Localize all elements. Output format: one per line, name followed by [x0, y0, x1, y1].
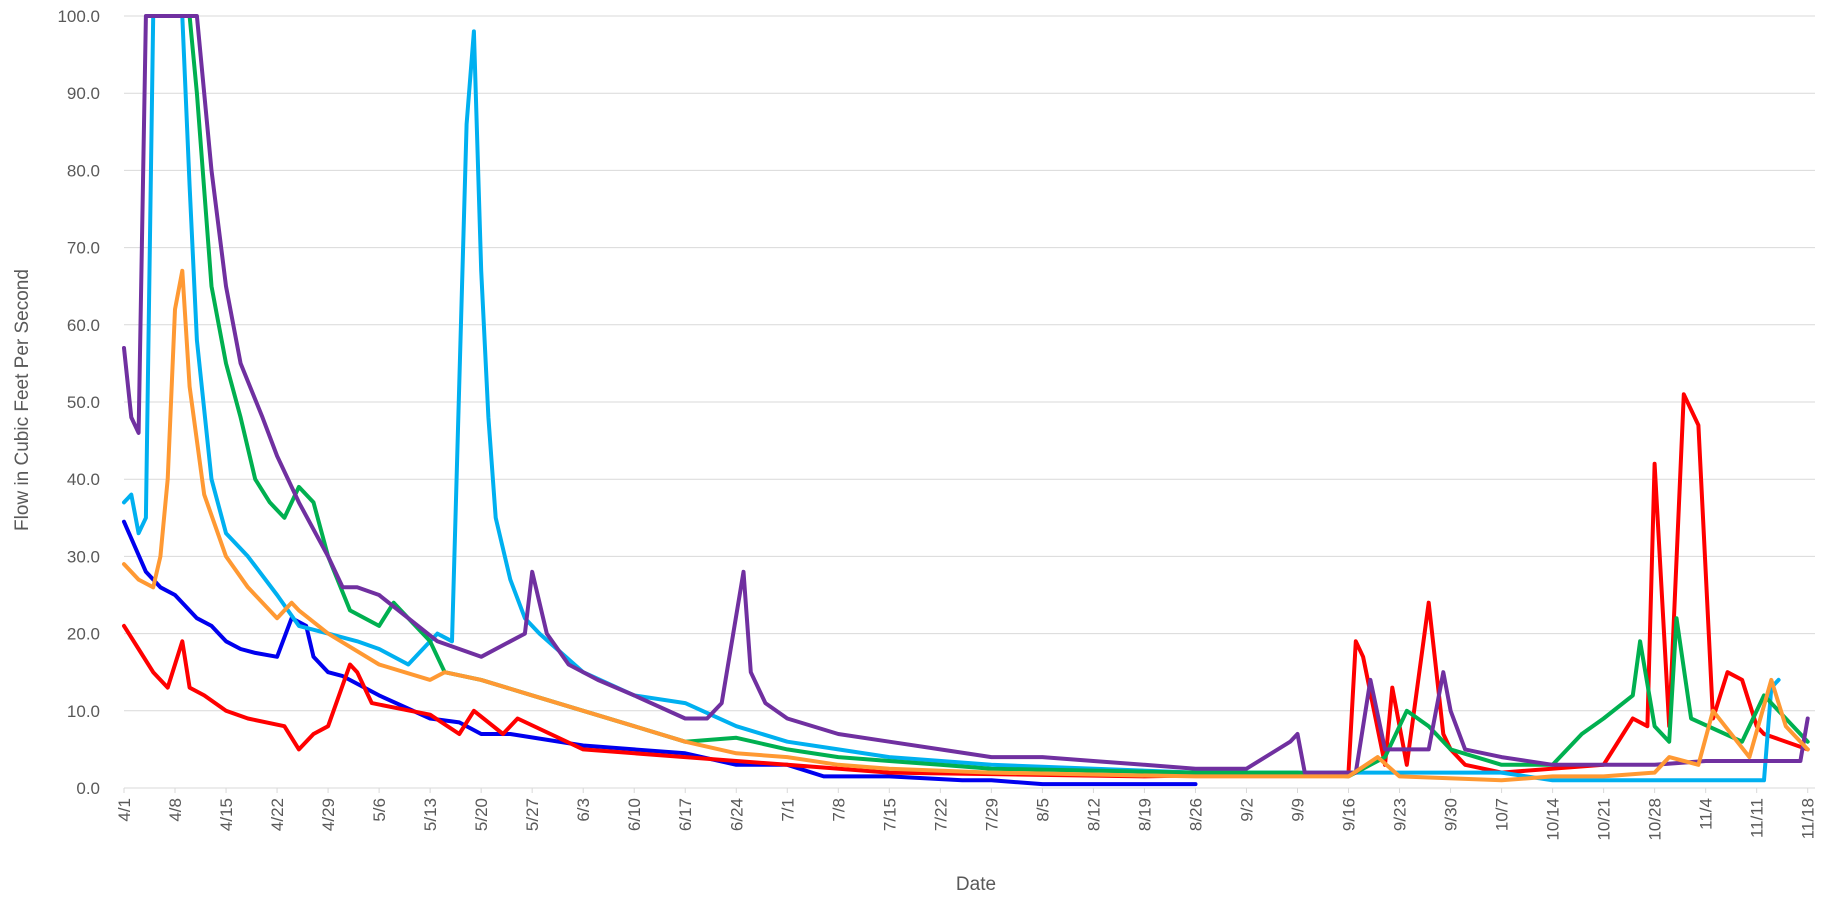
y-tick-label: 30.0 [67, 547, 100, 566]
series-line-6 [122, 268, 1810, 783]
x-tick-label: 4/22 [268, 798, 287, 831]
x-tick-label: 6/24 [727, 798, 746, 831]
x-tick-label: 6/10 [625, 798, 644, 831]
x-axis-ticks: 4/1 4/8 4/15 4/22 4/29 5/6 5/13 5/20 5/27 6/3 6/10… [115, 788, 1818, 841]
series-line-1 [122, 519, 1198, 787]
x-tick-label: 7/1 [778, 798, 797, 822]
x-tick-label: 9/16 [1340, 798, 1359, 831]
y-tick-label: 20.0 [67, 625, 100, 644]
y-tick-label: 80.0 [67, 161, 100, 180]
x-tick-label: 11/11 [1748, 798, 1767, 838]
x-tick-label: 8/12 [1084, 798, 1103, 831]
x-tick-label: 7/15 [880, 798, 899, 831]
x-tick-label: 6/3 [574, 798, 593, 822]
series-line-3 [122, 14, 1781, 783]
x-tick-label: 8/5 [1033, 798, 1052, 822]
x-tick-label: 9/2 [1237, 798, 1256, 822]
series-lines [122, 14, 1810, 787]
series-line-2 [122, 392, 1810, 779]
x-tick-label: 6/17 [676, 798, 695, 831]
x-tick-label: 8/19 [1135, 798, 1154, 831]
x-tick-label: 5/6 [370, 798, 389, 822]
y-tick-label: 100.0 [57, 7, 100, 26]
x-tick-label: 5/13 [421, 798, 440, 831]
x-tick-label: 10/14 [1544, 798, 1563, 841]
y-tick-label: 50.0 [67, 393, 100, 412]
x-axis-title: Date [956, 874, 996, 895]
y-tick-label: 90.0 [67, 84, 100, 103]
x-tick-label: 5/20 [472, 798, 491, 831]
x-tick-label: 4/15 [217, 798, 236, 831]
series-line-5 [122, 14, 1810, 775]
y-tick-label: 0.0 [76, 779, 100, 798]
x-tick-label: 5/27 [523, 798, 542, 831]
x-tick-label: 7/8 [829, 798, 848, 822]
x-tick-label: 4/29 [319, 798, 338, 831]
x-tick-label: 10/28 [1646, 798, 1665, 841]
y-tick-label: 70.0 [67, 239, 100, 258]
x-tick-label: 8/26 [1186, 798, 1205, 831]
y-axis-title: Flow in Cubic Feet Per Second [12, 269, 33, 531]
x-tick-label: 9/9 [1288, 798, 1307, 822]
gridlines [124, 15, 1815, 789]
y-axis-ticks: 0.0 10.0 20.0 30.0 40.0 50.0 60.0 70.0 80.0 90.0 1… [57, 7, 100, 798]
x-tick-label: 4/1 [115, 798, 134, 822]
x-tick-label: 7/22 [931, 798, 950, 831]
x-tick-label: 9/23 [1391, 798, 1410, 831]
y-tick-label: 40.0 [67, 470, 100, 489]
x-tick-label: 10/7 [1493, 798, 1512, 831]
x-tick-label: 7/29 [982, 798, 1001, 831]
x-tick-label: 10/21 [1595, 798, 1614, 841]
y-tick-label: 60.0 [67, 316, 100, 335]
y-tick-label: 10.0 [67, 702, 100, 721]
x-tick-label: 9/30 [1442, 798, 1461, 831]
x-tick-label: 11/18 [1799, 798, 1818, 839]
x-tick-label: 11/4 [1697, 798, 1716, 830]
x-tick-label: 4/8 [166, 798, 185, 822]
series-line-4 [187, 14, 1810, 779]
